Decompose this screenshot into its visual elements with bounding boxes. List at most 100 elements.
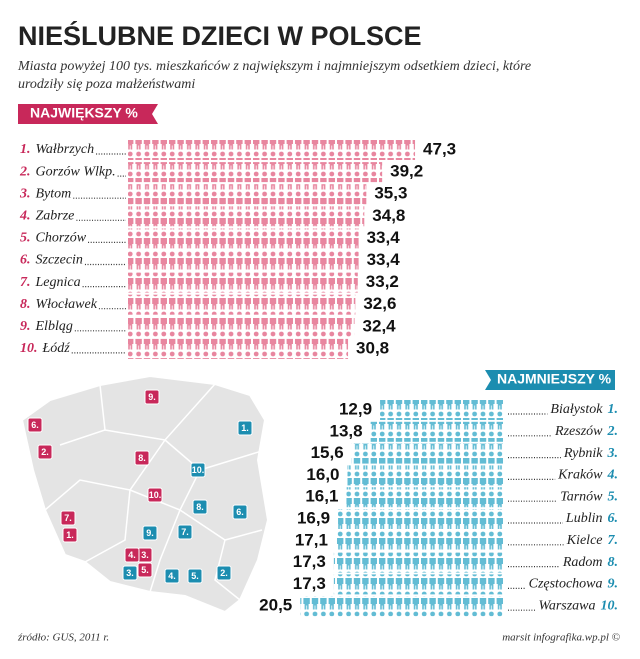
- category-label: Bytom: [36, 186, 72, 201]
- rank: 6.: [608, 511, 619, 526]
- category-label: Kielce: [566, 533, 603, 548]
- rank: 1.: [608, 402, 619, 417]
- pictogram-bar: [338, 509, 505, 529]
- rank: 7.: [608, 533, 619, 548]
- pictogram-bar: [128, 294, 356, 315]
- rank: 8.: [608, 555, 619, 570]
- map-marker: [192, 499, 208, 515]
- source: źródło: GUS, 2011 r.: [17, 632, 109, 644]
- map-marker-label: 8.: [138, 453, 146, 463]
- map-marker-label: 4.: [128, 550, 136, 560]
- map-marker: [124, 547, 140, 563]
- map-marker-label: 8.: [196, 502, 204, 512]
- pictogram-bar: [335, 530, 505, 551]
- pictogram-bar: [351, 443, 505, 464]
- value-label: 12,9: [339, 399, 372, 418]
- map-marker-label: 4.: [168, 571, 176, 581]
- map: [20, 374, 270, 614]
- pictogram-bar: [128, 272, 358, 293]
- map-marker: [122, 565, 138, 581]
- pictogram-bar: [128, 338, 349, 359]
- map-marker-label: 10.: [149, 490, 162, 500]
- category-label: Szczecin: [36, 253, 83, 268]
- map-marker-label: 7.: [181, 527, 189, 537]
- value-label: 16,9: [297, 508, 330, 527]
- map-marker-label: 7.: [64, 513, 72, 523]
- value-label: 17,1: [295, 530, 328, 549]
- map-marker: [27, 417, 43, 433]
- map-marker-label: 5.: [191, 571, 199, 581]
- category-label: Legnica: [35, 275, 81, 290]
- map-marker: [137, 562, 153, 578]
- rank: 4.: [607, 468, 619, 483]
- map-marker: [187, 568, 203, 584]
- value-label: 33,2: [366, 272, 399, 291]
- map-marker: [37, 444, 53, 460]
- map-marker-label: 5.: [141, 565, 149, 575]
- map-marker-label: 2.: [220, 568, 228, 578]
- section-title: NAJWIĘKSZY %: [30, 105, 138, 121]
- category-label: Łódź: [42, 341, 71, 356]
- value-label: 47,3: [423, 139, 456, 158]
- pictogram-bar: [128, 140, 416, 160]
- pictogram-bar: [346, 487, 505, 508]
- pictogram-bar: [128, 206, 365, 227]
- map-marker-label: 3.: [141, 550, 149, 560]
- pictogram-bar: [128, 162, 383, 183]
- pictogram-bar: [128, 184, 367, 205]
- map-marker-label: 1.: [241, 423, 249, 433]
- pictogram-bar: [300, 596, 505, 617]
- category-label: Rzeszów: [554, 424, 603, 439]
- rank: 2.: [19, 164, 31, 179]
- rank: 4.: [19, 209, 31, 224]
- category-label: Radom: [562, 555, 603, 570]
- value-label: 33,4: [367, 228, 401, 247]
- category-label: Białystok: [550, 402, 603, 417]
- rank: 7.: [20, 275, 31, 290]
- rank: 2.: [607, 424, 619, 439]
- section-tag: [485, 370, 615, 390]
- value-label: 30,8: [356, 338, 389, 357]
- value-label: 17,3: [293, 552, 326, 571]
- pictogram-bar: [333, 574, 505, 595]
- map-marker-label: 6.: [236, 507, 244, 517]
- map-marker: [216, 565, 232, 581]
- pictogram-bar: [128, 228, 359, 249]
- rank: 9.: [608, 577, 619, 592]
- rank: 8.: [20, 297, 31, 312]
- rank: 1.: [20, 142, 31, 157]
- category-label: Kraków: [557, 468, 603, 483]
- value-label: 16,0: [306, 465, 339, 484]
- category-label: Elbląg: [35, 319, 73, 334]
- category-label: Lublin: [565, 511, 603, 526]
- category-label: Chorzów: [36, 231, 87, 246]
- map-marker: [147, 487, 163, 503]
- category-label: Włocławek: [36, 297, 98, 312]
- map-marker-label: 9.: [148, 392, 156, 402]
- map-marker-label: 9.: [146, 528, 154, 538]
- category-label: Warszawa: [538, 598, 595, 613]
- pictogram-bar: [128, 316, 355, 337]
- category-label: Zabrze: [36, 209, 75, 224]
- rank: 3.: [19, 186, 31, 201]
- value-label: 16,1: [305, 487, 338, 506]
- map-marker: [60, 510, 76, 526]
- value-label: 17,3: [293, 574, 326, 593]
- category-label: Gorzów Wlkp.: [36, 164, 116, 179]
- map-marker-label: 3.: [126, 568, 134, 578]
- map-marker: [177, 524, 193, 540]
- map-marker: [232, 504, 248, 520]
- category-label: Tarnów: [560, 489, 603, 504]
- section-title: NAJMNIEJSZY %: [497, 371, 612, 387]
- map-marker: [134, 450, 150, 466]
- map-marker-label: 10.: [192, 465, 205, 475]
- category-label: Częstochowa: [529, 577, 603, 592]
- map-marker: [190, 462, 206, 478]
- value-label: 13,8: [330, 421, 363, 440]
- rank: 5.: [608, 489, 619, 504]
- map-marker: [237, 420, 253, 436]
- map-marker-label: 2.: [41, 447, 49, 457]
- map-marker: [144, 389, 160, 405]
- rank: 6.: [20, 253, 31, 268]
